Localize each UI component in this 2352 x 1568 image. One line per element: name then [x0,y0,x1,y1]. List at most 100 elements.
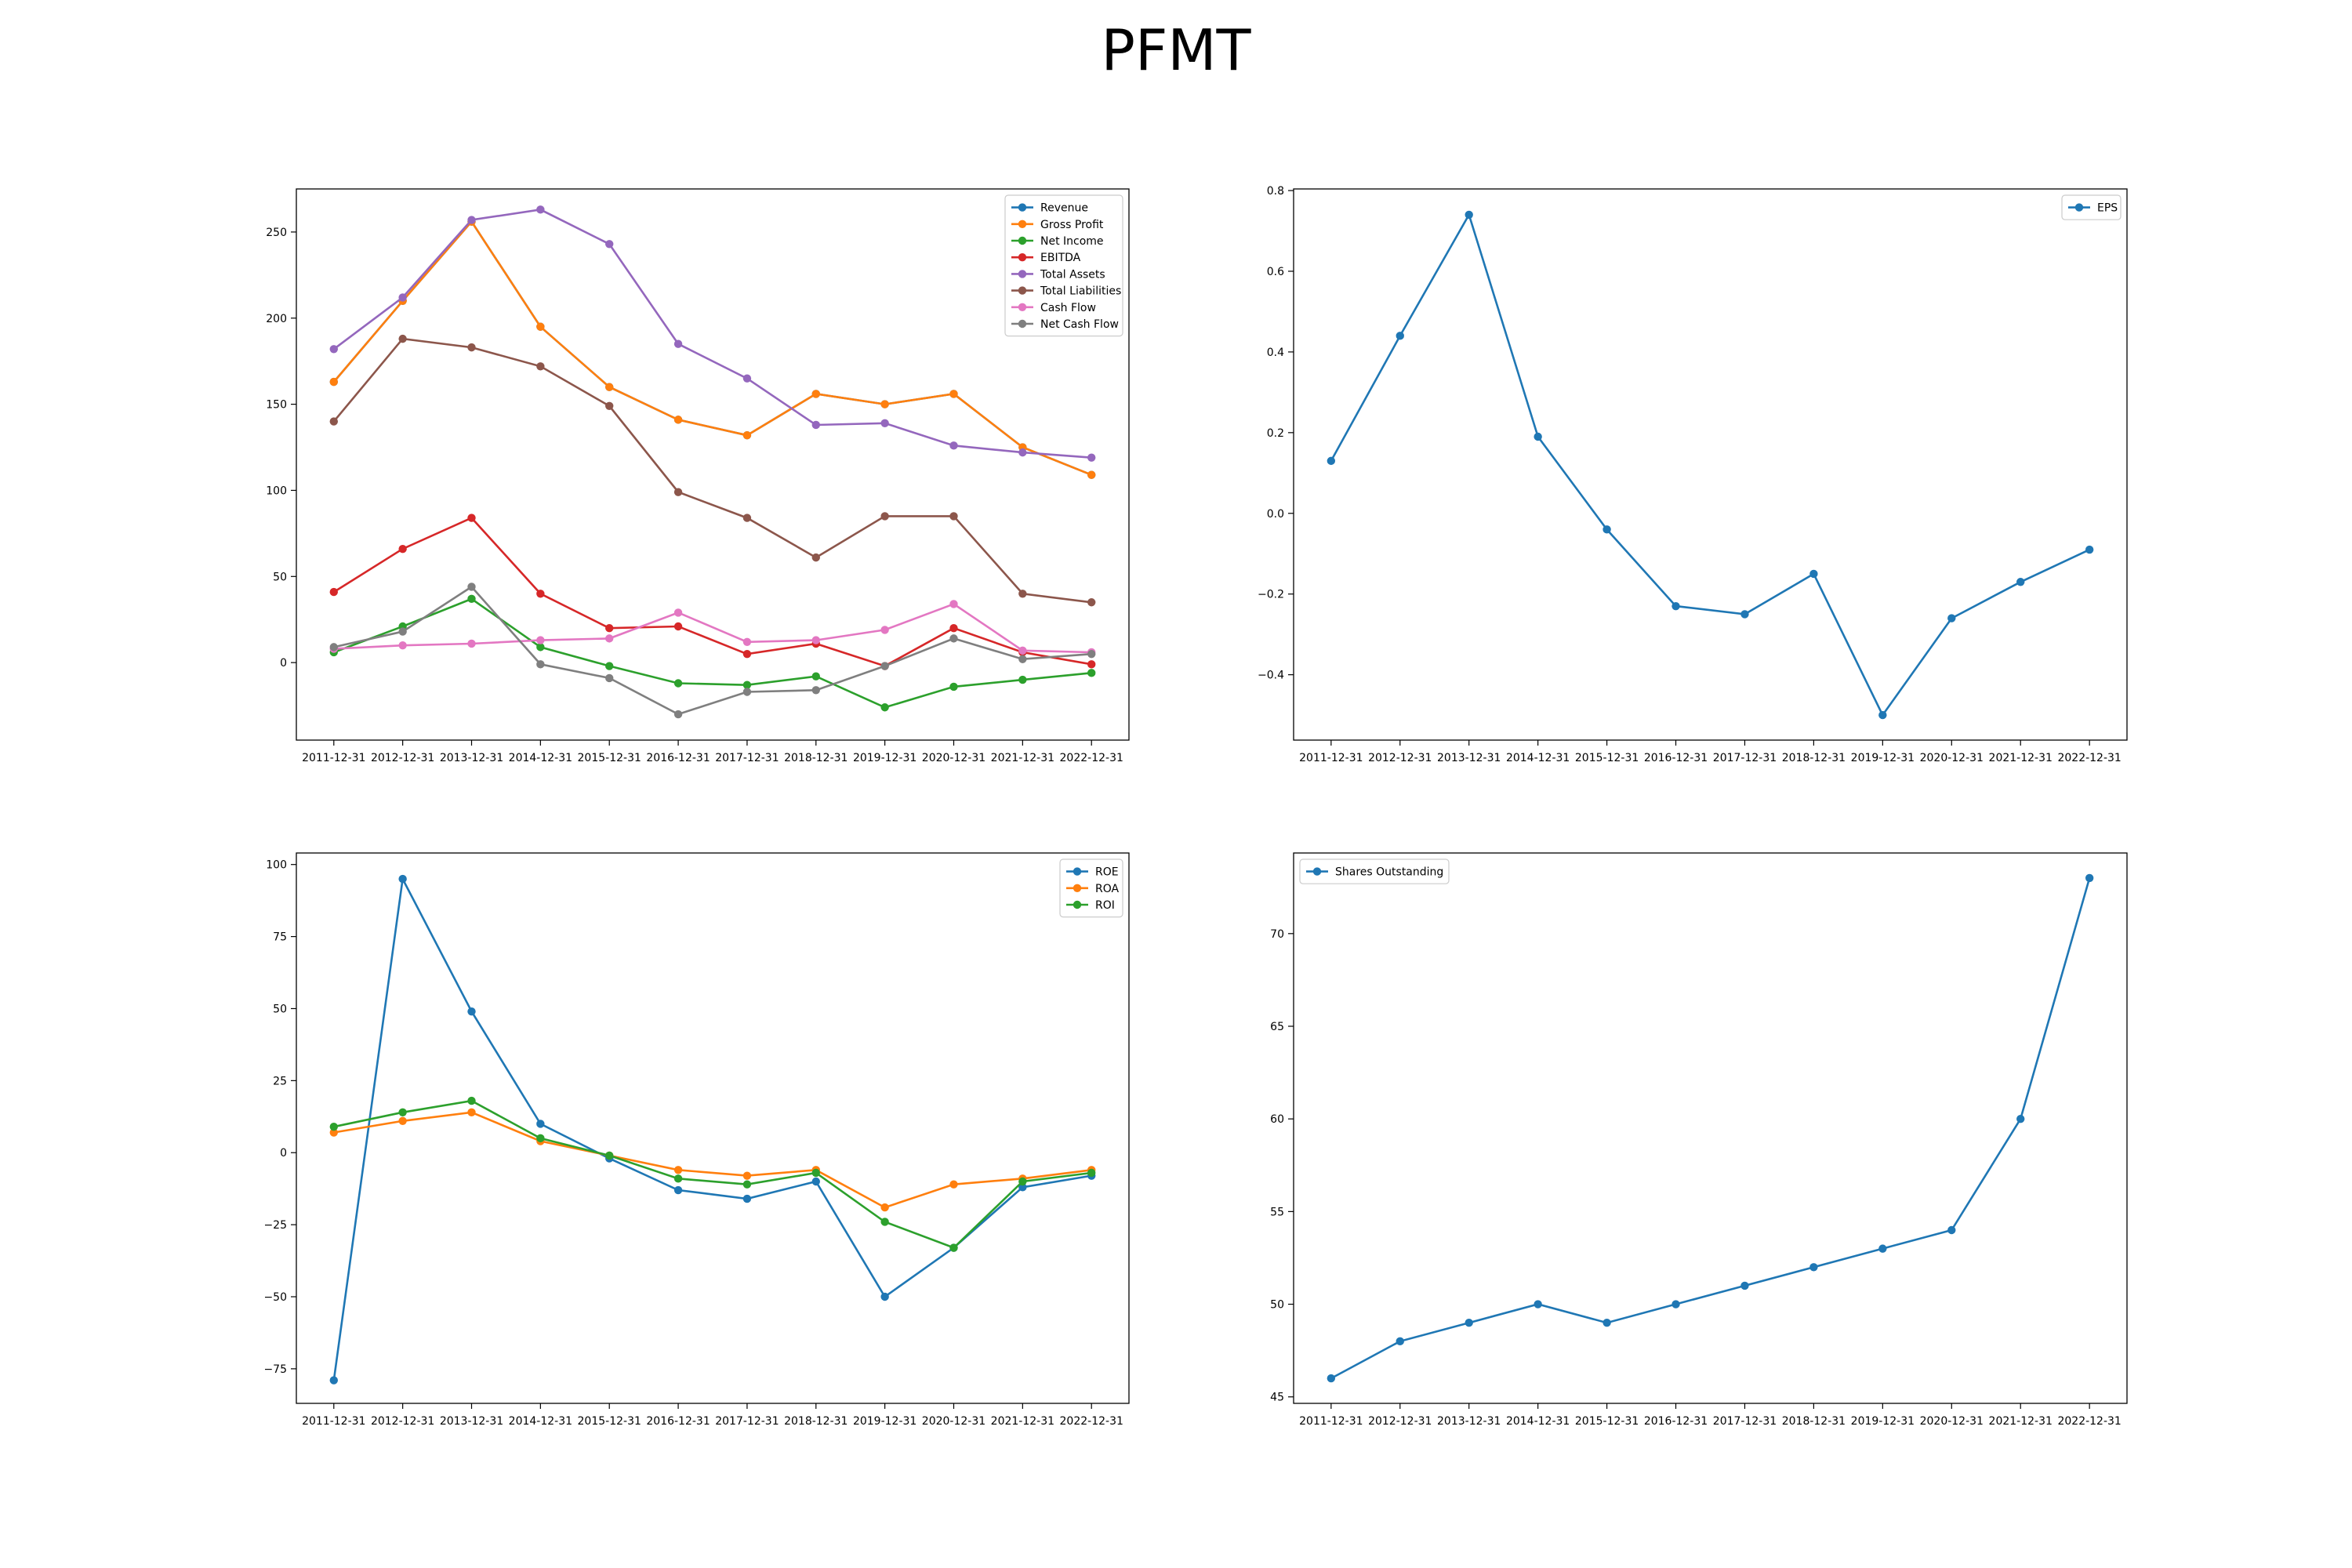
data-point-net-cash-flow [742,688,752,696]
data-point-roe [398,874,407,884]
data-point-cash-flow [742,637,752,646]
y-tick-label: 60 [1270,1113,1284,1126]
y-tick-label: 0 [280,657,287,670]
data-point-roe [536,1120,545,1128]
y-tick-label: 70 [1270,928,1284,941]
x-tick-label: 2021-12-31 [991,1415,1054,1428]
x-tick-label: 2011-12-31 [302,752,365,764]
x-tick-label: 2011-12-31 [302,1415,365,1428]
y-tick-label: 55 [1270,1206,1284,1218]
series-line-roi [333,1099,1092,1250]
data-point-gross-profit [673,416,683,424]
data-point-gross-profit [536,322,545,331]
series-line-net-income [333,597,1092,709]
data-point-net-cash-flow [949,634,958,643]
data-point-cash-flow [811,636,820,644]
data-point-total-assets [398,293,407,302]
data-point-net-cash-flow [329,643,338,652]
y-tick-label: 0.6 [1267,266,1284,278]
data-point-total-liabilities [605,401,614,411]
data-point-cash-flow [949,600,958,608]
data-point-shares-outstanding [1740,1281,1749,1290]
series-line-total-assets [333,209,1092,459]
x-tick-label: 2021-12-31 [1989,1415,2053,1428]
data-point-total-assets [949,441,958,450]
data-point-net-cash-flow [880,662,889,670]
x-tick-label: 2015-12-31 [578,1415,641,1428]
series-line-eps [1330,212,2090,717]
legend: Revenue Gross Profit Net Income EBITDA Total… [1004,194,1123,337]
legend: ROE ROA ROI [1059,858,1123,918]
series-line-gross-profit [332,220,1092,476]
series-line-total-liabilities [332,337,1092,604]
legend-label-cash-flow: Cash Flow [1040,302,1096,314]
series-line-roe [332,875,1092,1381]
legend-label-roa: ROA [1095,883,1120,895]
data-point-shares-outstanding [1327,1374,1336,1383]
y-tick-label: 200 [266,313,287,325]
returns-chart: −75 −50 −25 0 25 50 75 100 2011-12-31 2012-12-31 2… [263,852,1130,1428]
data-point-roi [811,1168,820,1178]
series-line-ebitda [333,517,1092,667]
x-tick-label: 2017-12-31 [715,1415,779,1428]
data-point-roe [1018,1183,1027,1192]
y-tick-label: 25 [273,1075,287,1087]
legend: Shares Outstanding [1299,858,1450,884]
data-point-shares-outstanding [2016,1114,2025,1123]
data-point-net-cash-flow [398,627,407,636]
data-point-total-assets [536,205,545,214]
x-tick-label: 2014-12-31 [1506,752,1570,764]
figure-title: PFMT [1101,17,1251,83]
data-point-eps [1534,432,1542,441]
x-tick-label: 2016-12-31 [1644,752,1708,764]
data-point-roe [811,1177,820,1186]
x-tick-label: 2022-12-31 [2057,752,2121,764]
x-tick-label: 2012-12-31 [371,1415,434,1428]
data-point-net-income [880,703,889,712]
data-point-eps [1878,710,1887,720]
legend-label-eps: EPS [2097,202,2118,215]
data-point-total-assets [1018,448,1027,457]
data-point-net-income [1087,669,1096,677]
data-point-gross-profit [880,400,889,408]
y-tick-label: 0.2 [1267,427,1284,440]
y-tick-label: 50 [1270,1299,1284,1312]
y-tick-label: −0.2 [1258,589,1284,601]
data-point-net-cash-flow [1018,655,1027,663]
x-tick-label: 2013-12-31 [1437,1415,1501,1428]
x-tick-label: 2014-12-31 [509,1415,572,1428]
data-point-gross-profit [1087,470,1096,479]
data-point-roi [467,1096,476,1105]
data-point-cash-flow [398,641,407,650]
data-point-total-assets [880,419,889,427]
x-tick-label: 2019-12-31 [1851,752,1915,764]
series-line-roa [333,1111,1092,1209]
data-point-net-income [1018,675,1027,684]
data-point-net-income [673,679,683,688]
data-point-shares-outstanding [1878,1244,1887,1253]
data-point-shares-outstanding [2085,873,2094,883]
y-tick-label: −75 [263,1363,287,1376]
x-tick-label: 2015-12-31 [578,752,641,764]
x-tick-label: 2019-12-31 [853,752,916,764]
data-point-eps [2085,545,2094,554]
series-line-shares-outstanding [1330,877,2091,1380]
x-tick-label: 2022-12-31 [1060,752,1123,764]
data-point-gross-profit [949,390,958,398]
x-tick-label: 2020-12-31 [922,752,985,764]
x-tick-label: 2016-12-31 [1644,1415,1708,1428]
x-tick-label: 2011-12-31 [1299,1415,1363,1428]
data-point-shares-outstanding [1947,1225,1956,1235]
x-tick-label: 2013-12-31 [440,752,503,764]
x-tick-label: 2022-12-31 [1060,1415,1123,1428]
y-tick-label: −0.4 [1258,670,1284,682]
legend-label-net-cash-flow: Net Cash Flow [1040,318,1119,331]
legend-label-roi: ROI [1095,899,1115,912]
data-point-roa [742,1171,752,1180]
x-tick-label: 2013-12-31 [1437,752,1501,764]
legend-label-total-assets: Total Assets [1040,268,1105,281]
data-point-net-income [467,594,476,604]
data-point-ebitda [467,514,476,522]
data-point-eps [1602,525,1611,534]
data-point-total-liabilities [536,362,545,371]
